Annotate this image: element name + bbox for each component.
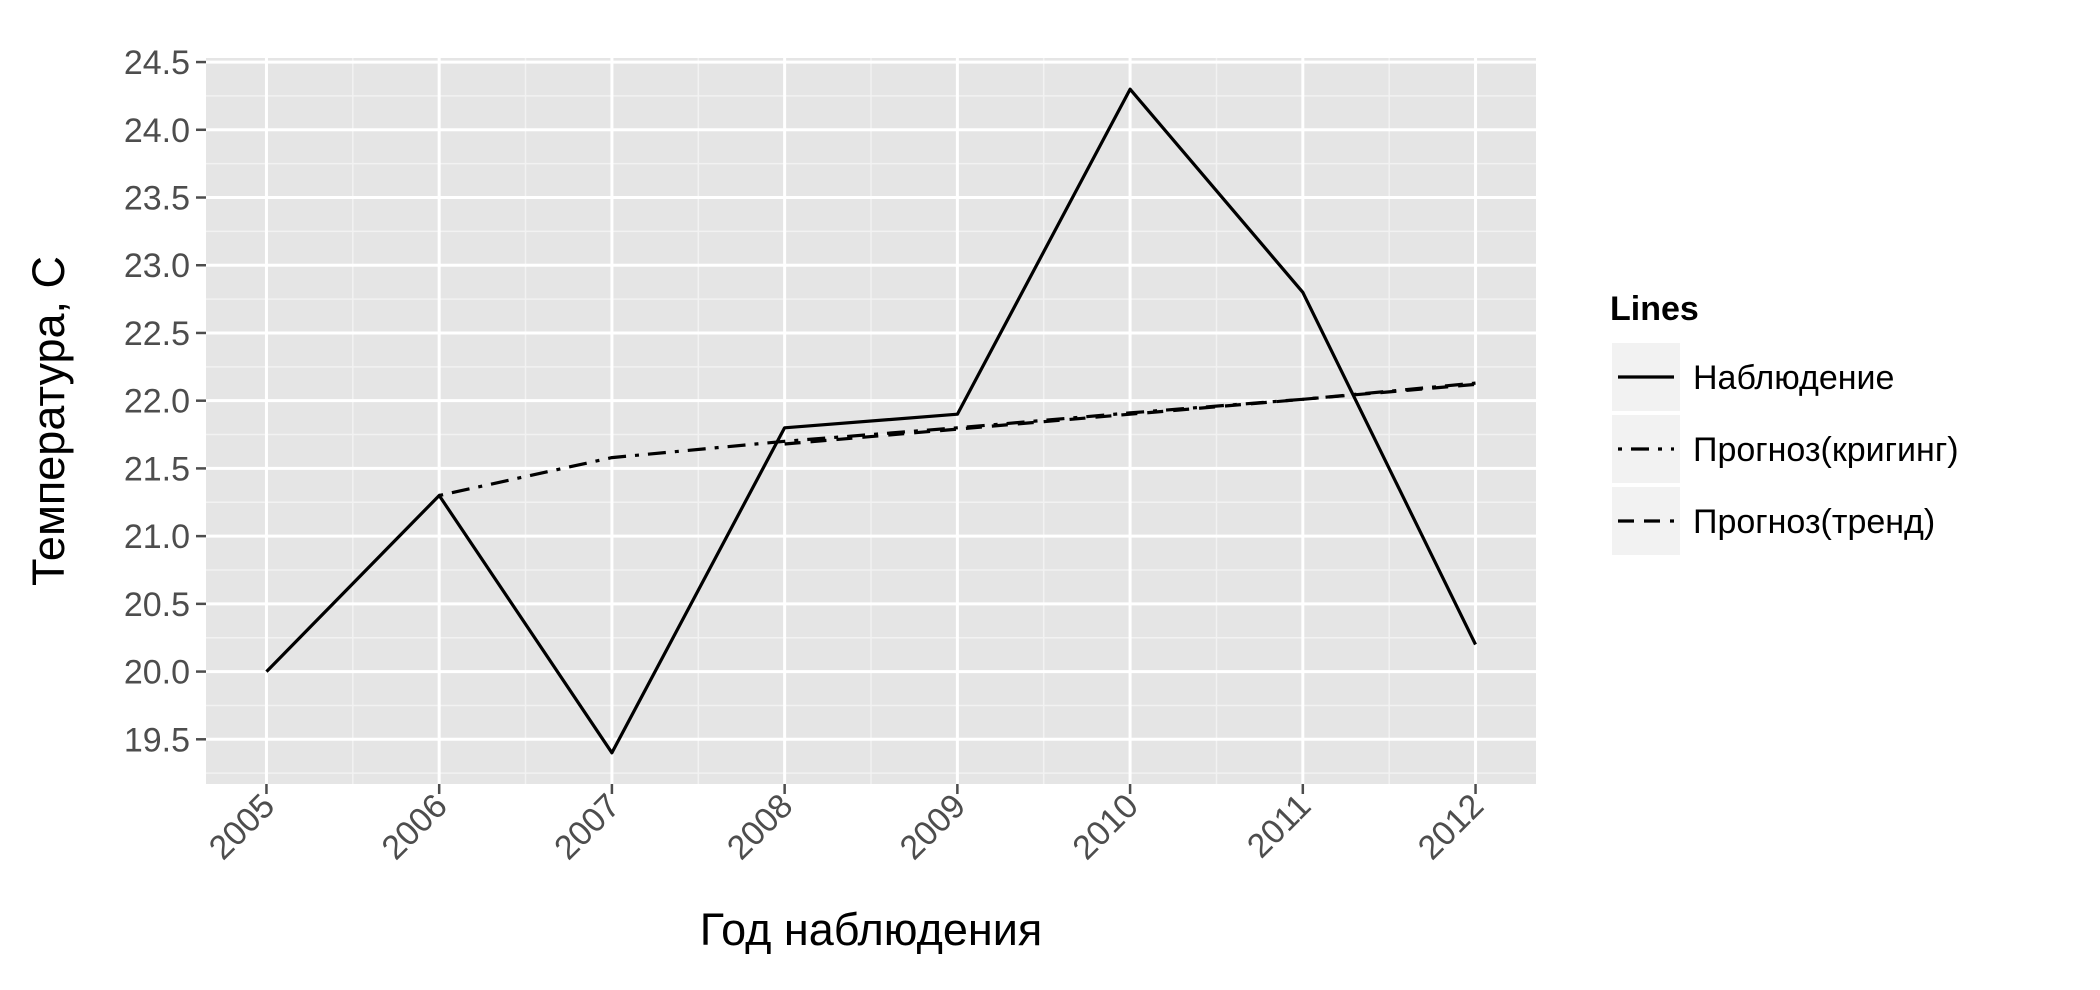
series-line-0 [265,87,1477,755]
x-axis-ticks: 2005 2006 2007 2008 2009 2010 2011 2012 [202,784,1491,867]
series-lines [265,87,1477,755]
legend-label: Прогноз(кригинг) [1693,431,1959,469]
y-axis-title: Температура, С [23,256,74,586]
x-axis-title: Год наблюдения [700,904,1042,955]
x-tick-label: 2008 [720,787,800,867]
x-tick-label: 2012 [1411,787,1491,867]
x-tick-label: 2009 [893,787,973,867]
y-tick-label: 22.5 [124,315,190,353]
legend-title: Lines [1610,290,1699,328]
x-tick-label: 2007 [547,787,627,867]
y-tick-label: 23.0 [124,247,190,285]
legend-label: Прогноз(тренд) [1693,503,1935,541]
y-tick-label: 19.5 [124,721,190,759]
legend: Lines Наблюдение Прогноз(кригинг) Прогноз(… [1610,290,1959,555]
y-tick-label: 21.5 [124,450,190,488]
y-tick-label: 24.0 [124,112,190,150]
y-tick-label: 20.5 [124,586,190,624]
y-axis-ticks: 19.5 20.0 20.5 21.0 21.5 22.0 22.5 23.0 23.5 24.0… [124,44,206,759]
legend-label: Наблюдение [1693,359,1894,397]
series-line-1 [438,381,1476,498]
minor-gridlines [206,58,1536,784]
y-tick-label: 21.0 [124,518,190,556]
y-tick-label: 23.5 [124,180,190,218]
y-tick-label: 20.0 [124,654,190,692]
x-tick-label: 2010 [1065,787,1145,867]
x-tick-label: 2006 [374,787,454,867]
x-tick-label: 2005 [202,787,282,867]
major-gridlines [206,58,1536,784]
x-tick-label: 2011 [1240,787,1319,866]
y-tick-label: 22.0 [124,383,190,421]
y-tick-label: 24.5 [124,44,190,82]
